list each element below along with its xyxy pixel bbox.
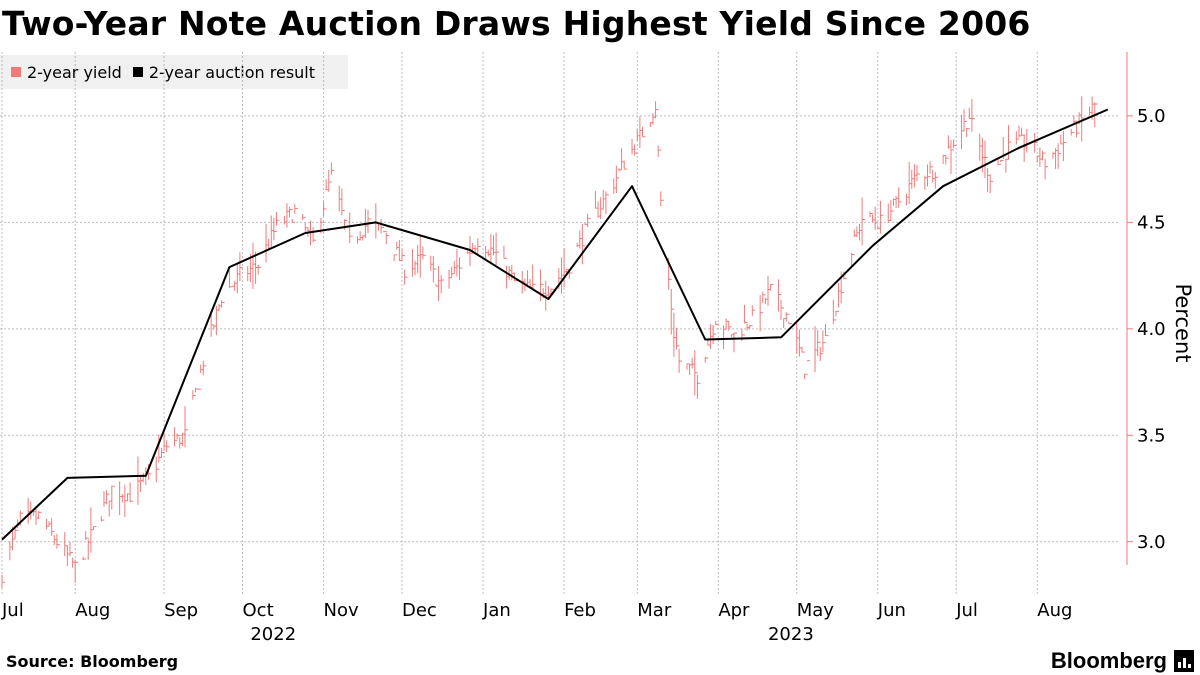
x-tick-label: Aug: [75, 600, 110, 621]
x-tick-label: Apr: [718, 600, 750, 621]
x-tick-label: Nov: [324, 600, 359, 621]
chart-title: Two-Year Note Auction Draws Highest Yiel…: [2, 4, 1031, 43]
y-axis-label: Percent: [1171, 283, 1195, 362]
legend-label-yield: 2-year yield: [27, 62, 122, 82]
x-tick-label: Jul: [955, 600, 978, 621]
y-tick-label: 3.5: [1137, 425, 1166, 446]
x-year-label: 2022: [250, 624, 296, 645]
y-tick-label: 4.5: [1137, 212, 1166, 233]
x-tick-label: Sep: [164, 600, 198, 621]
legend-label-auction: 2-year auction result: [148, 62, 316, 82]
legend-swatch-yield: [11, 67, 21, 77]
x-tick-label: Dec: [402, 600, 437, 621]
x-tick-label: Oct: [243, 600, 274, 621]
y-tick-label: 3.0: [1137, 532, 1166, 553]
x-tick-label: Aug: [1037, 600, 1072, 621]
x-tick-label: Jan: [482, 600, 511, 621]
x-tick-label: Mar: [637, 600, 672, 621]
x-tick-label: Jul: [1, 600, 24, 621]
x-tick-label: Feb: [564, 600, 596, 621]
bloomberg-logo: Bloomberg: [1051, 648, 1194, 674]
brand-name: Bloomberg: [1050, 648, 1167, 673]
legend-item-auction: 2-year auction result: [132, 62, 316, 82]
y-tick-label: 4.0: [1137, 319, 1166, 340]
source-note: Source: Bloomberg: [6, 652, 179, 671]
y-tick-label: 5.0: [1137, 106, 1166, 127]
bloomberg-badge-icon: [1174, 650, 1194, 672]
legend: 2-year yield 2-year auction result: [0, 55, 348, 89]
legend-item-yield: 2-year yield: [11, 63, 122, 82]
auction-result-line: [1, 108, 1109, 541]
legend-swatch-auction: [132, 67, 143, 77]
x-tick-label: Jun: [877, 600, 906, 621]
x-year-label: 2023: [768, 624, 814, 645]
x-tick-label: May: [797, 600, 835, 621]
